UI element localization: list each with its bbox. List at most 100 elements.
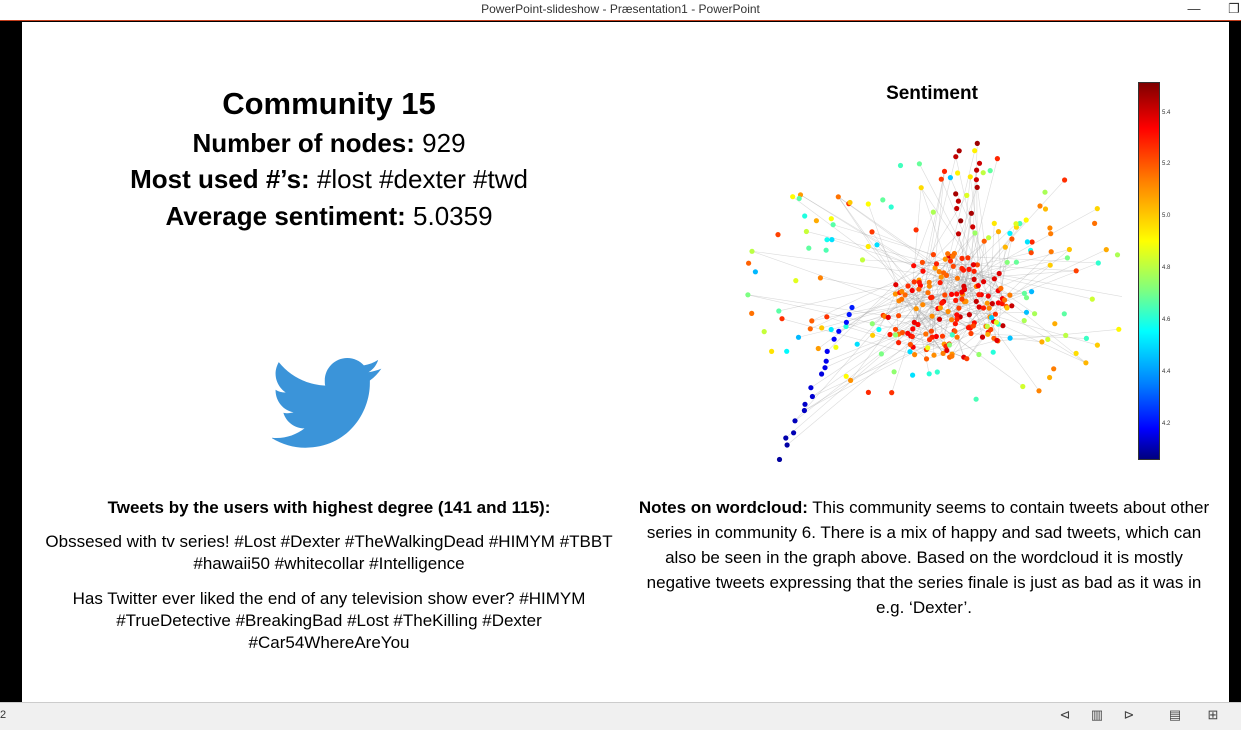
graph-node [1032,311,1038,317]
graph-edge [915,308,1023,387]
graph-node [1020,383,1026,390]
graph-edge [943,301,1098,346]
graph-node [976,292,982,298]
graph-node [752,269,758,275]
graph-edge [969,176,984,282]
graph-node [958,218,964,224]
graph-edge [895,272,944,330]
graph-edge [987,223,995,333]
slide-menu-icon[interactable]: ▥ [1090,707,1104,722]
graph-node [865,243,871,250]
graph-node [824,237,830,243]
graph-node [745,292,751,298]
graph-node [954,312,960,318]
graph-node [985,293,991,299]
colorbar-tick: 4.2 [1162,421,1171,427]
graph-node [1095,260,1101,266]
graph-node [892,326,899,332]
graph-node [1094,342,1100,348]
graph-edge [895,272,944,330]
graph-node [1029,239,1035,245]
graph-node [955,231,962,237]
graph-node [994,337,1000,343]
graph-node [916,161,922,167]
tweets-heading: Tweets by the users with highest degree … [107,498,551,517]
sentiment-label: Average sentiment: [165,201,406,231]
graph-node [955,198,961,204]
colorbar-tick: 5.0 [1162,213,1171,219]
graph-node [899,296,905,302]
minimize-button[interactable]: — [1187,1,1201,16]
graph-node [1114,252,1121,258]
normal-view-icon[interactable]: ▤ [1168,707,1182,722]
graph-edge [838,196,945,345]
graph-edge [919,163,993,304]
graph-node [1083,360,1089,366]
graph-node [1023,295,1030,301]
graph-node [992,311,998,317]
graph-edge [973,271,1002,289]
notes-label: Notes on wordcloud: [638,498,808,517]
graph-node [980,170,986,176]
graph-edge [958,294,982,309]
graph-node [843,323,849,330]
graph-node [984,323,990,329]
graph-node [1048,249,1054,255]
graph-node [959,255,965,261]
hashtags-line: Most used #’s: #lost #dexter #twd [22,164,636,195]
graph-node [899,330,905,336]
graph-edge [998,251,1052,304]
next-slide-icon[interactable]: ⊳ [1123,707,1135,722]
graph-edge [812,316,991,397]
graph-edge [800,194,962,293]
graph-node [1009,236,1015,242]
graph-node [823,247,829,253]
graph-node [941,168,948,174]
graph-edge [920,187,969,258]
graph-node [973,298,979,304]
slide-sorter-icon[interactable]: ⊞ [1207,707,1219,722]
graph-node [876,326,882,333]
graph-edge [912,346,927,360]
graph-node [954,291,960,297]
graph-node [1089,296,1095,302]
graph-node [823,358,829,364]
graph-edge [998,231,1003,304]
graph-node [865,201,871,207]
graph-node [929,294,935,300]
graph-edge [961,268,1093,300]
graph-node [939,333,946,339]
graph-edge [811,255,949,322]
graph-node [819,371,825,377]
graph-edge [961,213,972,293]
graph-node [925,345,931,351]
graph-node [833,344,839,350]
colorbar-tick: 4.4 [1162,369,1171,375]
graph-edge [818,270,924,349]
graph-edge [920,187,958,295]
graph-edge [922,302,943,305]
graph-node [942,292,948,298]
graph-node [803,228,809,235]
previous-slide-icon[interactable]: ⊲ [1059,707,1071,722]
graph-node [889,390,895,396]
graph-node [796,195,802,202]
graph-edge [751,251,958,279]
graph-edge [947,253,1035,314]
graph-node [1009,303,1015,309]
slideshow-statusbar: 2 ⊲ ▥ ⊳ ▤ ⊞ [0,702,1241,730]
graph-node [896,313,902,319]
graph-node [1083,335,1089,341]
graph-node [813,218,819,224]
graph-edge [781,318,915,355]
graph-node [749,310,755,316]
graph-node [1066,246,1072,253]
restore-button[interactable]: ❐ [1228,1,1240,16]
tweet-text-1: Obssesed with tv series! #Lost #Dexter #… [45,532,613,573]
graph-node [966,312,972,318]
slide-canvas[interactable]: Community 15 Number of nodes: 929 Most u… [22,22,1229,702]
graph-node [936,316,943,322]
graph-node [916,286,922,292]
graph-edge [976,278,995,302]
graph-edge [931,316,991,332]
